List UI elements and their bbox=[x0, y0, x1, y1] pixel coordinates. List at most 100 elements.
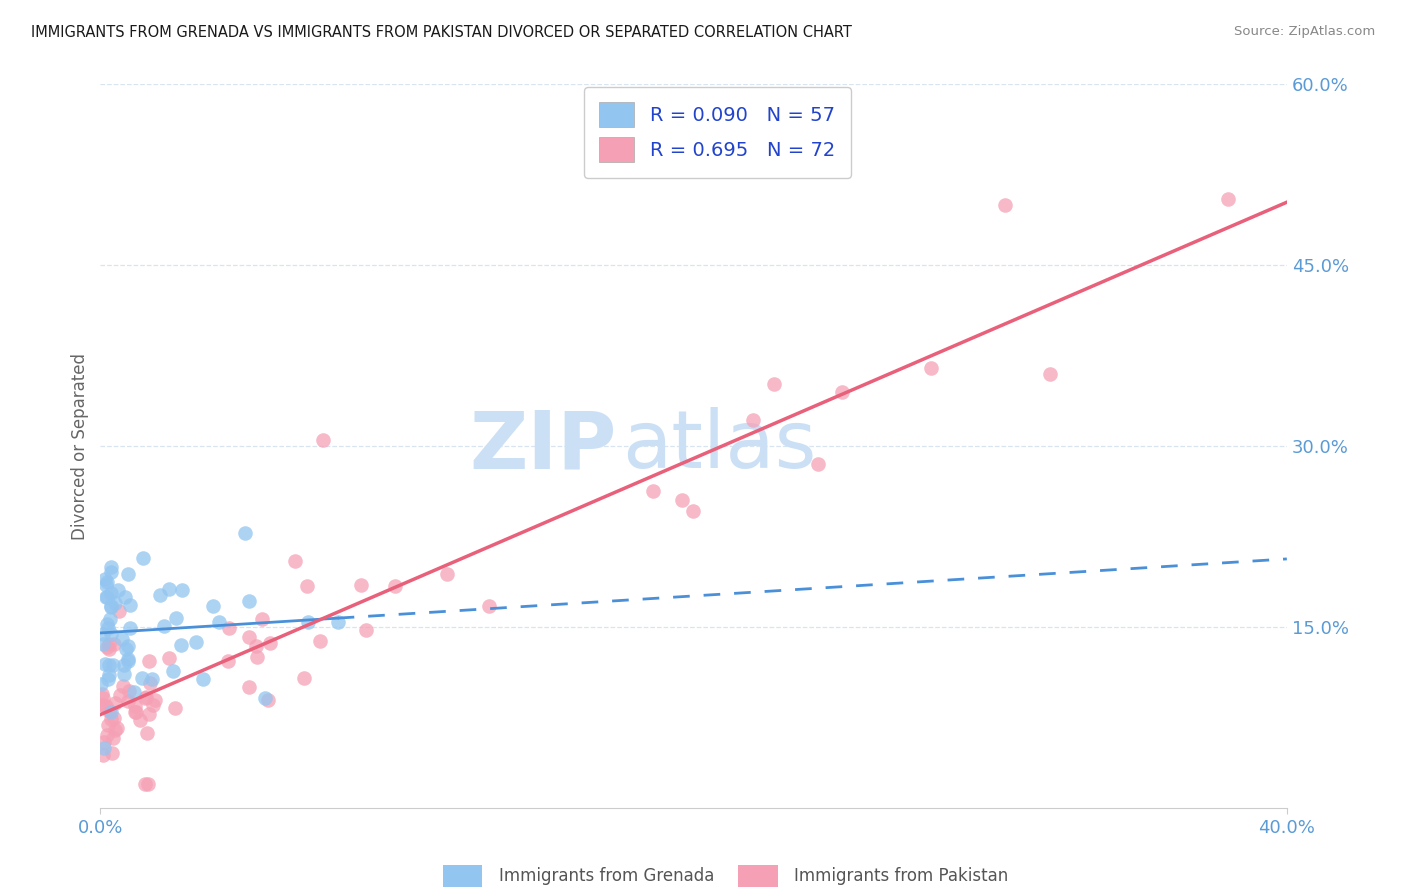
Point bbox=[202, 599, 225, 613]
Point bbox=[742, 412, 765, 426]
Text: ZIP: ZIP bbox=[470, 408, 616, 485]
Point bbox=[97, 622, 120, 636]
Point bbox=[100, 599, 122, 614]
Point bbox=[104, 723, 127, 737]
Point bbox=[100, 599, 122, 614]
Point bbox=[98, 612, 121, 626]
Point bbox=[97, 642, 120, 657]
Point bbox=[97, 718, 120, 732]
Point bbox=[100, 565, 122, 579]
Point bbox=[117, 639, 139, 653]
Point bbox=[671, 492, 693, 507]
Point bbox=[100, 706, 122, 720]
Point bbox=[124, 699, 146, 714]
Point bbox=[135, 690, 157, 704]
Point bbox=[100, 560, 122, 574]
Point bbox=[124, 705, 146, 719]
Point bbox=[117, 652, 139, 666]
Point bbox=[111, 632, 134, 647]
Point bbox=[218, 621, 240, 635]
Point bbox=[141, 672, 163, 686]
Point bbox=[107, 582, 129, 597]
Point bbox=[134, 777, 156, 791]
Point bbox=[245, 639, 267, 653]
Point bbox=[97, 657, 120, 672]
Point bbox=[159, 582, 181, 597]
Point bbox=[238, 680, 260, 694]
Text: Immigrants from Pakistan: Immigrants from Pakistan bbox=[794, 867, 1008, 885]
Point bbox=[90, 677, 112, 691]
Point bbox=[478, 599, 501, 613]
Point bbox=[117, 567, 139, 582]
Point bbox=[111, 679, 134, 693]
Point bbox=[920, 360, 942, 375]
Point bbox=[259, 636, 281, 650]
Point bbox=[97, 672, 120, 686]
Point bbox=[93, 690, 115, 705]
Point bbox=[96, 590, 118, 604]
Point bbox=[96, 617, 118, 632]
Point bbox=[1216, 192, 1239, 206]
Point bbox=[682, 504, 704, 518]
Point bbox=[93, 572, 115, 586]
Point bbox=[641, 484, 664, 499]
Point bbox=[101, 746, 124, 760]
Point bbox=[96, 728, 118, 742]
Point bbox=[297, 615, 319, 629]
Point bbox=[100, 712, 122, 726]
Text: Immigrants from Grenada: Immigrants from Grenada bbox=[499, 867, 714, 885]
Point bbox=[132, 551, 155, 566]
Point bbox=[165, 611, 187, 625]
Point bbox=[309, 634, 332, 648]
Point bbox=[250, 611, 273, 625]
Point bbox=[807, 457, 830, 471]
Legend: R = 0.090   N = 57, R = 0.695   N = 72: R = 0.090 N = 57, R = 0.695 N = 72 bbox=[583, 87, 851, 178]
Point bbox=[762, 376, 785, 391]
Point bbox=[254, 690, 277, 705]
Point bbox=[163, 701, 186, 715]
Point bbox=[238, 630, 260, 644]
Point bbox=[104, 696, 127, 710]
Point bbox=[436, 567, 458, 582]
Point bbox=[103, 731, 125, 745]
Point bbox=[135, 726, 157, 740]
Point bbox=[114, 667, 136, 681]
Point bbox=[98, 668, 121, 682]
Point bbox=[97, 637, 120, 651]
Point bbox=[138, 654, 160, 668]
Point bbox=[312, 434, 335, 448]
Point bbox=[98, 704, 121, 718]
Point bbox=[103, 711, 125, 725]
Point bbox=[120, 621, 142, 635]
Point bbox=[96, 577, 118, 591]
Point bbox=[284, 553, 307, 567]
Point bbox=[326, 615, 349, 630]
Point bbox=[238, 594, 260, 608]
Point bbox=[93, 735, 115, 749]
Y-axis label: Divorced or Separated: Divorced or Separated bbox=[72, 353, 89, 540]
Point bbox=[105, 721, 128, 735]
Point bbox=[117, 694, 139, 708]
Point bbox=[96, 574, 118, 589]
Point bbox=[217, 655, 239, 669]
Point bbox=[96, 640, 118, 654]
Point bbox=[100, 627, 122, 641]
Point bbox=[170, 638, 193, 652]
Point bbox=[149, 588, 172, 602]
Point bbox=[384, 579, 406, 593]
Point bbox=[994, 198, 1017, 212]
Point bbox=[91, 637, 114, 651]
Point bbox=[94, 699, 117, 714]
Point bbox=[90, 687, 112, 701]
Point bbox=[90, 698, 112, 713]
Point bbox=[104, 596, 127, 610]
Point bbox=[134, 691, 156, 706]
Point bbox=[143, 693, 166, 707]
Point bbox=[295, 579, 318, 593]
Point bbox=[129, 713, 152, 727]
Point bbox=[100, 586, 122, 600]
Point bbox=[141, 698, 163, 712]
Point bbox=[193, 672, 215, 686]
Point bbox=[139, 676, 162, 690]
Point bbox=[117, 654, 139, 668]
